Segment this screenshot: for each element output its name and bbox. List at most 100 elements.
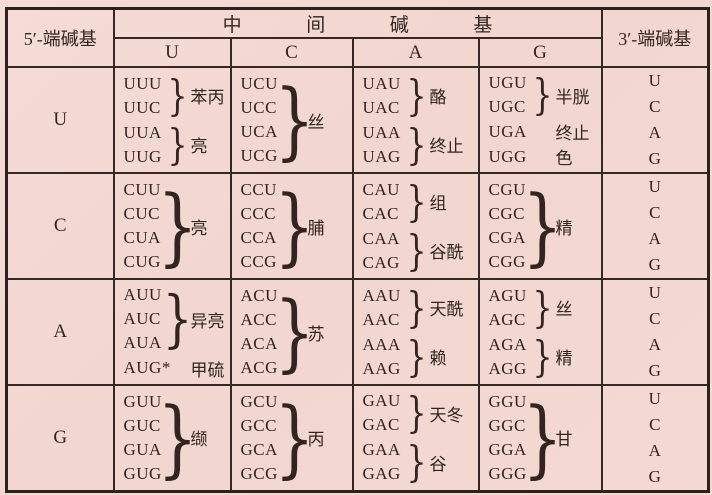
amino-acid-label: 天冬 (429, 405, 464, 425)
codon-list: AUG* (124, 356, 171, 380)
codon: UAC (362, 97, 400, 117)
codon-list: GUU GUC GUA GUG (124, 390, 171, 486)
codon: AUG* (123, 358, 171, 378)
base-letter: C (649, 309, 661, 328)
codon-list: CCU CCC CCA CCG (241, 178, 288, 274)
brace-glyph: } (162, 282, 192, 356)
codon-group: CUU CUC CUA CUG} 亮 (124, 178, 228, 274)
codon-cell: GCU GCC GCA GCG} 丙 (229, 384, 354, 492)
brace-glyph: } (273, 388, 315, 487)
codon-group: UCU UCC UCA UCG} 丝 (241, 72, 350, 168)
codon: UGG (488, 146, 527, 166)
five-prime-end-base-header: 5′-端碱基 (5, 7, 115, 68)
codon: UUA (123, 122, 162, 142)
codon: GUU (123, 391, 162, 411)
brace-glyph: } (521, 177, 563, 275)
brace-glyph: } (166, 70, 188, 120)
codon-list: UUU UUC (124, 72, 171, 120)
amino-acid-label: 天酰 (429, 300, 464, 319)
codon-cell-content: GAU GAC} 天冬 GAA GAG} 谷 (354, 386, 478, 490)
codon-list: AGU AGC (489, 284, 536, 332)
codon-group: UAU UAC} 酪 (363, 72, 476, 120)
codon: AAA (362, 334, 401, 354)
codon: AUC (123, 309, 161, 329)
base-letter: U (648, 71, 661, 90)
codon: AGA (488, 334, 527, 354)
base-letter: A (648, 123, 661, 142)
codon-group: GAA GAG} 谷 (363, 438, 476, 486)
codon-list: CUU CUC CUA CUG (124, 178, 171, 274)
codon: CUC (123, 204, 160, 223)
codon-cell-content: GUU GUC GUA GUG} 缬 (115, 386, 230, 490)
codon: AAU (362, 285, 401, 305)
codon-group: AGA AGG} 精 (489, 333, 599, 381)
amino-acid-label: 脯 (307, 218, 325, 238)
codon-list: UGA (489, 120, 536, 144)
brace-glyph: } (531, 70, 553, 119)
codon: GAA (362, 440, 401, 460)
codon-group: CCU CCC CCA CCG} 脯 (241, 178, 350, 274)
codon: AGU (488, 285, 527, 305)
base-letter: A (648, 229, 661, 248)
codon: CUU (123, 180, 161, 199)
codon: UUC (123, 97, 161, 117)
codon-list: AUU AUC AUA (124, 283, 171, 355)
codon: GAC (362, 415, 400, 435)
middle-base-col-c: C (229, 37, 354, 68)
codon: GCC (240, 415, 277, 435)
codon: UGC (488, 97, 526, 116)
codon-list: AAA AAG (363, 333, 410, 381)
codon: CCG (240, 252, 277, 271)
codon: ACG (240, 358, 278, 377)
codon-list: UUA UUG (124, 121, 171, 169)
amino-acid-label: 亮 (190, 218, 208, 238)
codon: CAA (362, 228, 400, 248)
codon: CUG (123, 252, 161, 271)
middle-base-header: 中间碱基 (112, 7, 603, 39)
brace-glyph: } (405, 437, 427, 487)
amino-acid-label: 酪 (429, 88, 447, 107)
codon-cell-content: UAU UAC} 酪 UAA UAG} 终止 (354, 68, 478, 172)
amino-acid-label: 亮 (190, 137, 208, 156)
codon: AUA (123, 333, 162, 353)
amino-acid-label: 甲硫 (190, 360, 225, 380)
brace-glyph: } (156, 388, 198, 487)
codon-cell: AAU AAC} 天酰 AAA AAG} 赖 (351, 278, 480, 386)
five-prime-base-label: C (5, 172, 115, 280)
codon: CAU (362, 179, 400, 199)
brace-glyph: } (273, 71, 315, 169)
codon: CGA (488, 228, 526, 247)
codon-list: GAA GAG (363, 438, 410, 486)
codon: GUA (123, 439, 162, 459)
codon-list: CGU CGC CGA CGG (489, 178, 536, 274)
amino-acid-label: 赖 (429, 349, 447, 368)
codon: UAG (362, 146, 401, 166)
codon-cell-content: UGU UGC} 半胱 UGA 终止 UGG 色 (480, 68, 601, 172)
codon: GUG (123, 463, 162, 483)
codon: GCA (240, 439, 278, 459)
base-letter: C (649, 414, 661, 434)
brace-glyph: } (531, 282, 553, 332)
codon-table: 5′-端碱基 中间碱基 3′-端碱基 U C A G U UUU UUC} 苯丙 UUA… (5, 7, 710, 493)
brace-glyph: } (405, 225, 427, 275)
codon: ACA (240, 334, 278, 353)
amino-acid-label: 精 (555, 218, 573, 238)
codon-group: AAU AAC} 天酰 (363, 284, 476, 332)
codon: ACU (240, 286, 278, 305)
codon: CGU (488, 180, 526, 199)
codon-list: UAU UAC (363, 72, 410, 120)
brace-glyph: } (405, 70, 427, 120)
amino-acid-label: 缬 (190, 430, 208, 450)
codon: UCA (240, 122, 278, 141)
amino-acid-label: 丝 (307, 112, 325, 132)
codon-group: CGU CGC CGA CGG} 精 (489, 178, 599, 274)
codon-cell-content: UCU UCC UCA UCG} 丝 (232, 68, 352, 172)
codon-cell-content: CCU CCC CCA CCG} 脯 (232, 174, 352, 278)
middle-base-col-g: G (477, 37, 603, 68)
codon-group: UGA 终止 (489, 119, 599, 144)
codon-group: GCU GCC GCA GCG} 丙 (241, 390, 350, 486)
codon: CCU (240, 180, 277, 199)
codon-table-body: U UUU UUC} 苯丙 UUA UUG} 亮 UCU UCC UCA UCG} 丝 UAU UAC} 酪… (5, 66, 710, 492)
codon-group: ACU ACC ACA ACG} 苏 (241, 284, 350, 380)
